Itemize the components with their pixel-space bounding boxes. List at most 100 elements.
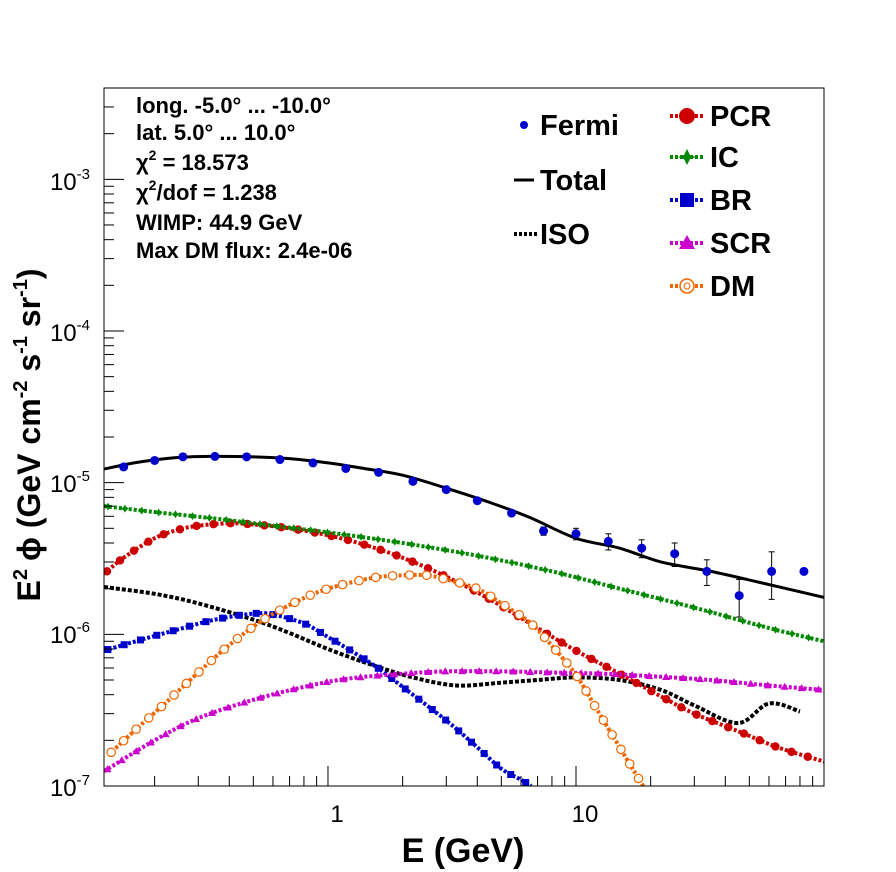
fermi-point bbox=[603, 536, 613, 546]
x-tick-label-10: 10 bbox=[572, 801, 599, 828]
marker-scr bbox=[289, 685, 298, 693]
fermi-points-layer bbox=[119, 451, 809, 618]
marker-ic bbox=[474, 551, 483, 560]
y-tick-label: 10-7 bbox=[50, 772, 90, 802]
marker-ic bbox=[804, 633, 813, 642]
marker-dm bbox=[194, 667, 204, 677]
marker-ic bbox=[154, 508, 163, 517]
marker-br bbox=[235, 611, 243, 619]
marker-dm bbox=[550, 645, 561, 655]
marker-ic bbox=[590, 578, 599, 587]
marker-scr bbox=[373, 671, 382, 679]
marker-ic bbox=[607, 582, 616, 591]
legend-marker-ic bbox=[678, 149, 696, 165]
fermi-point bbox=[472, 496, 482, 506]
fermi-point bbox=[507, 508, 517, 518]
marker-ic bbox=[340, 530, 349, 539]
marker-dm bbox=[260, 613, 270, 624]
marker-pcr bbox=[787, 747, 796, 757]
legend-marker-dm bbox=[679, 278, 695, 294]
marker-scr bbox=[662, 673, 671, 681]
marker-scr bbox=[492, 667, 501, 675]
marker-dm bbox=[143, 713, 154, 723]
marker-ic bbox=[205, 513, 214, 522]
fermi-point bbox=[242, 452, 252, 462]
marker-ic bbox=[255, 520, 264, 529]
marker-pcr bbox=[408, 557, 417, 566]
marker-pcr bbox=[360, 540, 369, 549]
fermi-point bbox=[408, 476, 418, 486]
axis-ticks bbox=[104, 87, 825, 787]
marker-br bbox=[136, 636, 144, 644]
legend-label-fermi: Fermi bbox=[540, 110, 619, 142]
marker-scr bbox=[146, 738, 155, 746]
marker-dm bbox=[290, 597, 300, 608]
marker-scr bbox=[322, 678, 331, 686]
marker-ic bbox=[689, 603, 698, 612]
series-layer bbox=[104, 454, 824, 786]
marker-dm bbox=[624, 759, 635, 769]
marker-ic bbox=[272, 522, 281, 531]
marker-scr bbox=[240, 698, 249, 706]
marker-dm bbox=[118, 735, 129, 746]
marker-scr bbox=[628, 671, 637, 679]
marker-pcr bbox=[587, 654, 596, 664]
legend-marker-fermi bbox=[520, 121, 528, 129]
marker-scr bbox=[306, 681, 315, 689]
marker-scr bbox=[645, 672, 654, 680]
marker-ic bbox=[524, 562, 533, 571]
fermi-point bbox=[341, 463, 351, 473]
marker-ic bbox=[373, 535, 382, 544]
marker-dm bbox=[169, 690, 179, 700]
fermi-point bbox=[150, 455, 160, 465]
marker-pcr bbox=[129, 546, 139, 555]
marker-dm bbox=[471, 583, 481, 593]
marker-br bbox=[153, 631, 161, 639]
marker-br bbox=[428, 706, 436, 714]
fermi-point bbox=[210, 451, 220, 461]
fermi-point bbox=[670, 549, 680, 559]
legend-label-pcr: PCR bbox=[710, 101, 771, 133]
marker-br bbox=[522, 779, 530, 786]
marker-dm bbox=[305, 590, 316, 601]
y-axis-title: E2ϕ (GeV cm-2 s-1 sr-1) bbox=[10, 268, 47, 601]
marker-dm bbox=[607, 729, 617, 740]
marker-ic bbox=[673, 599, 682, 608]
marker-pcr bbox=[771, 742, 780, 751]
marker-ic bbox=[788, 629, 797, 638]
marker-br bbox=[286, 615, 294, 623]
marker-ic bbox=[755, 621, 764, 630]
marker-br bbox=[219, 614, 227, 622]
marker-ic bbox=[390, 537, 399, 546]
marker-dm bbox=[598, 715, 609, 726]
marker-ic bbox=[722, 612, 731, 621]
legend-marker-pcr bbox=[679, 108, 695, 124]
marker-br bbox=[415, 695, 423, 703]
fermi-point bbox=[637, 543, 647, 553]
marker-pcr bbox=[602, 662, 611, 671]
annotation-line: lat. 5.0° ... 10.0° bbox=[136, 120, 295, 145]
fermi-point bbox=[767, 566, 777, 576]
series-line-total bbox=[104, 454, 824, 599]
marker-pcr bbox=[647, 686, 656, 696]
marker-pcr bbox=[159, 530, 168, 539]
marker-dm bbox=[321, 584, 331, 595]
legend-marker-dm-inner bbox=[683, 282, 691, 290]
marker-ic bbox=[171, 510, 180, 519]
marker-ic bbox=[738, 616, 747, 625]
marker-dm bbox=[354, 575, 364, 586]
marker-scr bbox=[509, 667, 518, 675]
marker-dm bbox=[337, 579, 348, 590]
marker-ic bbox=[306, 526, 315, 535]
marker-scr bbox=[441, 667, 450, 675]
marker-scr bbox=[526, 667, 535, 675]
series-line-pcr bbox=[104, 521, 824, 764]
marker-br bbox=[374, 664, 382, 672]
annotation-line: WIMP: 44.9 GeV bbox=[136, 210, 303, 235]
marker-br bbox=[401, 685, 409, 693]
legend-left: Fermi Total ISO bbox=[514, 110, 619, 251]
marker-dm bbox=[562, 658, 572, 668]
y-tick-label: 10-6 bbox=[50, 619, 90, 649]
marker-scr bbox=[729, 678, 738, 686]
legend-marker-br bbox=[680, 193, 694, 207]
